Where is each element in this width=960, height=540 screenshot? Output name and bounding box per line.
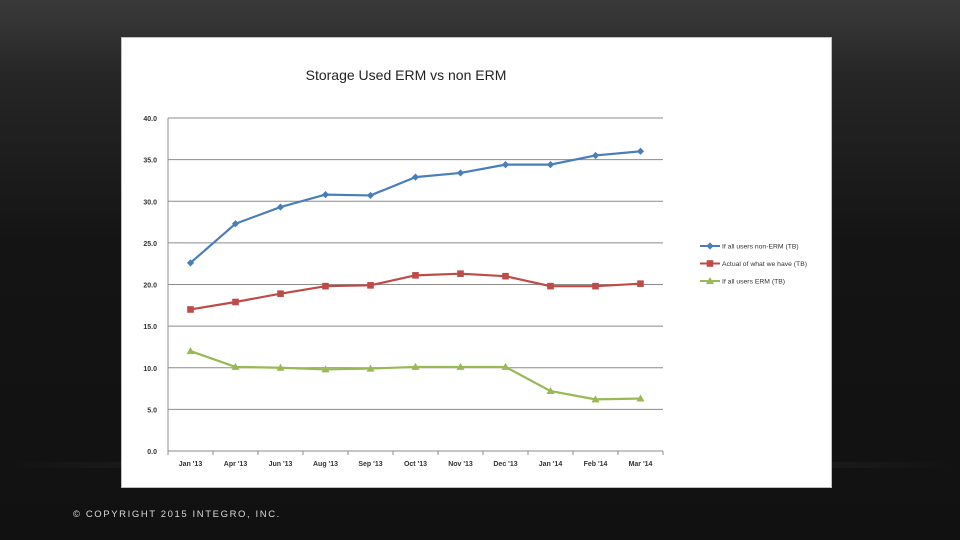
data-point-diamond xyxy=(411,173,420,181)
data-point-triangle xyxy=(591,395,600,403)
data-point-square xyxy=(367,282,374,289)
data-point-diamond xyxy=(321,190,330,199)
data-point-triangle xyxy=(366,364,375,372)
x-tick-label: Sep '13 xyxy=(358,461,382,468)
data-point-square xyxy=(592,282,599,290)
data-point-triangle xyxy=(231,362,240,370)
x-tick-label: Feb '14 xyxy=(584,461,608,468)
x-tick-label: Jan '14 xyxy=(539,461,563,468)
data-point-diamond xyxy=(501,161,510,169)
data-point-triangle xyxy=(321,365,330,373)
data-point-diamond xyxy=(456,169,465,177)
data-point-square xyxy=(277,290,284,297)
data-point-diamond xyxy=(276,203,285,211)
data-point-triangle xyxy=(706,277,714,284)
chart-title: Storage Used ERM vs non ERM xyxy=(306,67,507,83)
x-tick-label: Dec '13 xyxy=(493,461,517,468)
data-point-diamond xyxy=(546,161,555,169)
data-point-diamond xyxy=(366,191,375,200)
data-point-square xyxy=(187,306,194,313)
x-tick-label: Nov '13 xyxy=(448,461,473,468)
series-line xyxy=(190,272,641,311)
x-tick-label: Apr '13 xyxy=(224,461,248,468)
data-point-square xyxy=(547,282,554,290)
series-line xyxy=(190,350,641,401)
y-tick-label: 40.0 xyxy=(143,116,157,123)
data-point-square xyxy=(637,280,644,287)
x-tick-label: Jan '13 xyxy=(179,461,203,468)
data-point-triangle xyxy=(501,362,510,370)
y-tick-label: 35.0 xyxy=(143,158,157,165)
data-point-triangle xyxy=(276,363,285,371)
y-tick-label: 0.0 xyxy=(147,449,157,456)
x-tick-label: Mar '14 xyxy=(629,461,653,468)
data-point-diamond xyxy=(636,147,645,155)
legend-label: If all users non-ERM (TB) xyxy=(722,244,799,251)
data-point-triangle xyxy=(456,362,465,370)
y-tick-label: 15.0 xyxy=(143,324,157,331)
data-point-triangle xyxy=(186,347,195,355)
data-point-triangle xyxy=(636,394,645,402)
y-tick-label: 20.0 xyxy=(143,283,157,290)
data-point-triangle xyxy=(411,362,420,370)
data-point-square xyxy=(502,272,509,280)
y-tick-label: 25.0 xyxy=(143,241,157,248)
data-point-square xyxy=(232,298,239,306)
data-point-diamond xyxy=(591,151,600,160)
copyright-text: © COPYRIGHT 2015 INTEGRO, INC. xyxy=(73,509,281,520)
y-tick-label: 10.0 xyxy=(143,366,157,373)
legend-label: If all users ERM (TB) xyxy=(722,279,785,286)
data-point-square xyxy=(457,270,464,277)
data-point-diamond xyxy=(706,242,714,250)
x-tick-label: Oct '13 xyxy=(404,461,427,468)
data-point-square xyxy=(322,282,329,290)
data-point-triangle xyxy=(546,387,555,395)
x-tick-label: Aug '13 xyxy=(313,461,338,468)
series-line xyxy=(189,150,641,264)
x-tick-label: Jun '13 xyxy=(269,461,293,468)
data-point-square xyxy=(706,260,714,267)
y-tick-label: 30.0 xyxy=(143,199,157,206)
data-point-square xyxy=(412,272,419,279)
legend-label: Actual of what we have (TB) xyxy=(722,261,807,268)
data-point-diamond xyxy=(231,220,240,228)
y-tick-label: 5.0 xyxy=(147,407,157,414)
data-point-diamond xyxy=(186,259,195,267)
